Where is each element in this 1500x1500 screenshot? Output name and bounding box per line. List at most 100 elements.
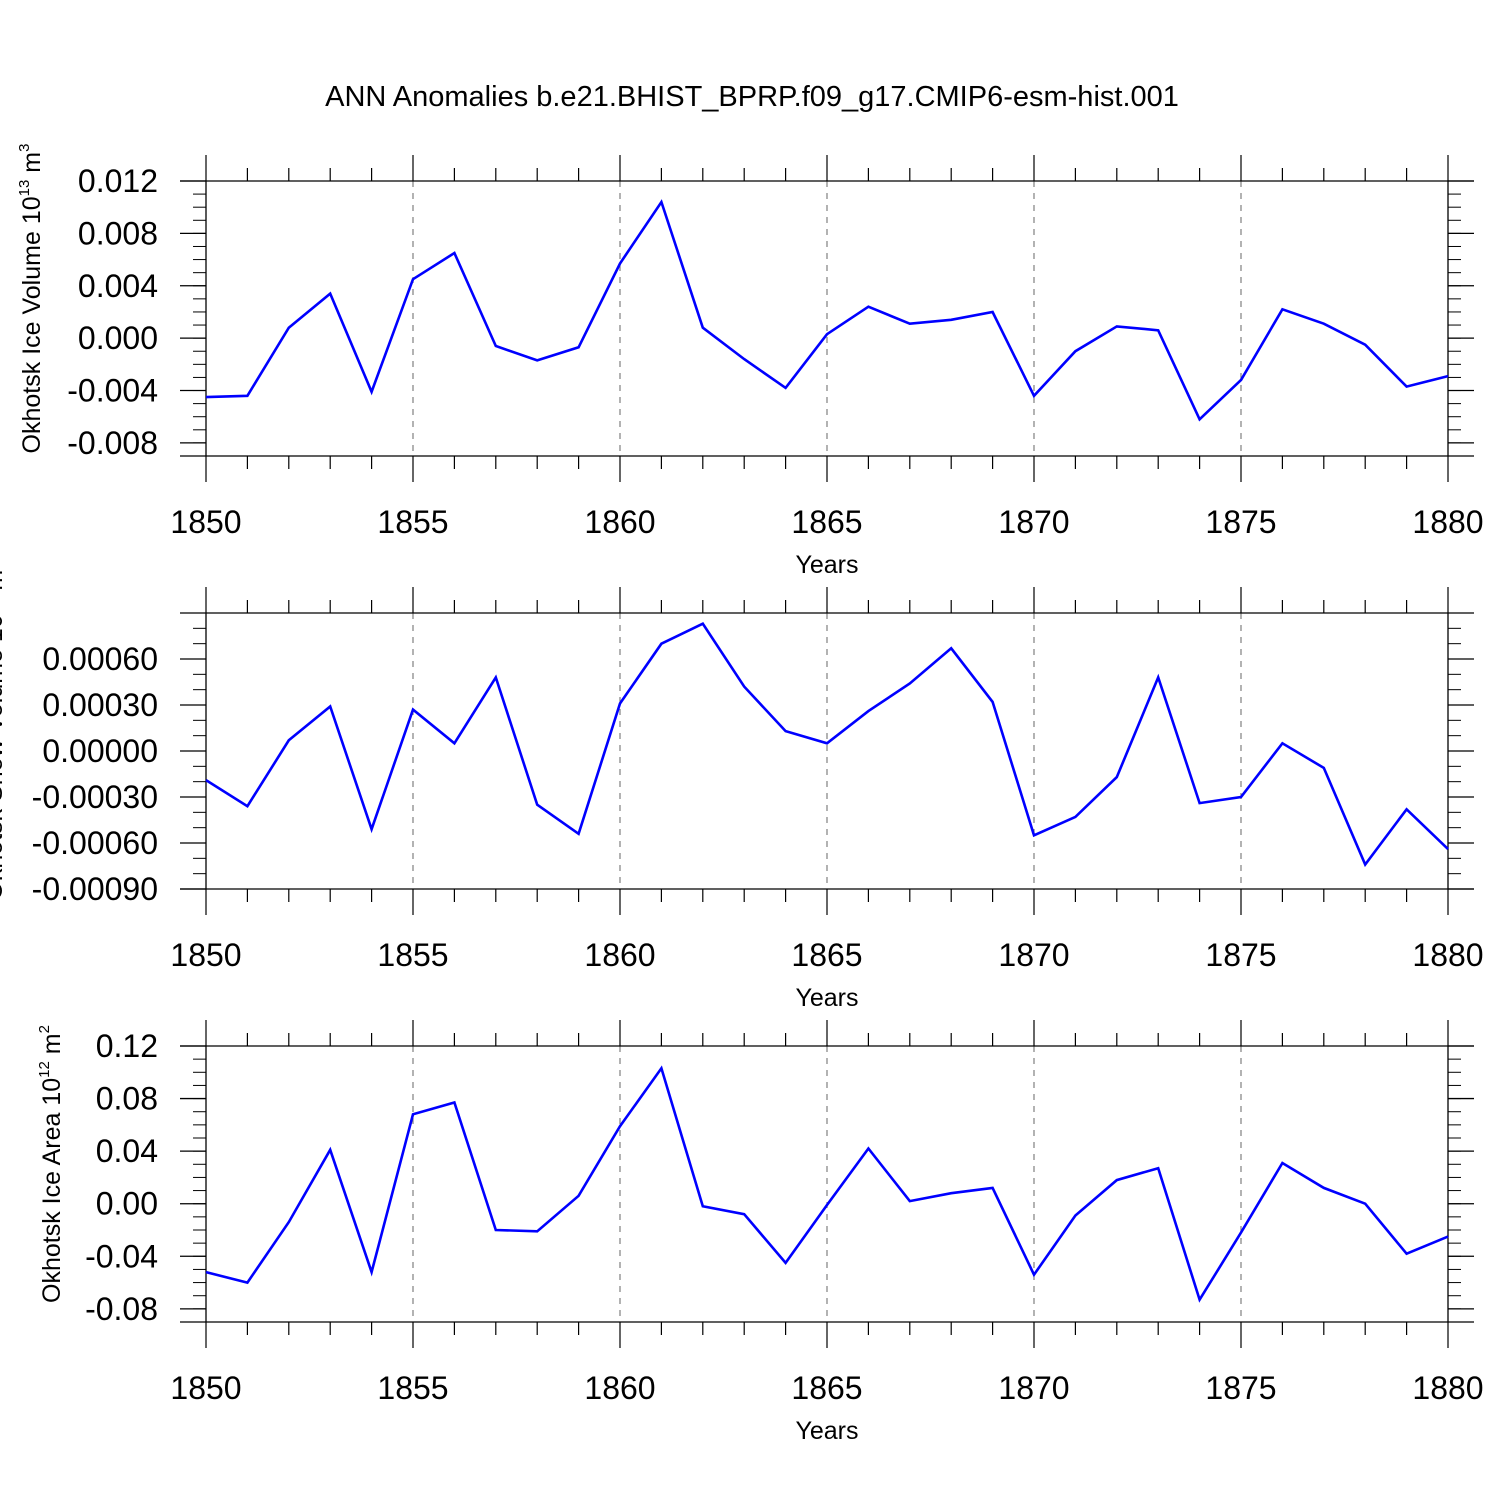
data-point (287, 1220, 291, 1224)
data-point (204, 778, 208, 782)
data-point (908, 682, 912, 686)
data-point (825, 741, 829, 745)
data-point (659, 642, 663, 646)
data-point (701, 326, 705, 330)
data-point (1363, 343, 1367, 347)
yaxis-title-unit-exp: 2 (36, 1025, 53, 1033)
yaxis-title: Okhotsk Ice Volume 1013 m3 (16, 144, 46, 454)
xtick-label: 1850 (170, 504, 241, 540)
series-line-snow-volume (205, 622, 1449, 868)
data-point (991, 700, 995, 704)
xtick-label: 1855 (377, 504, 448, 540)
data-point (1322, 766, 1326, 770)
series-line-ice-volume (205, 199, 1449, 422)
xtick-label: 1880 (1412, 504, 1483, 540)
data-point (535, 1229, 539, 1233)
ytick-label: 0.08 (96, 1081, 158, 1117)
xaxis-title: Years (795, 1417, 858, 1445)
data-point (1363, 862, 1367, 866)
data-point (328, 292, 332, 296)
data-point (245, 394, 249, 398)
chart-title: ANN Anomalies b.e21.BHIST_BPRP.f09_g17.C… (325, 81, 1179, 113)
xtick-label: 1855 (377, 1370, 448, 1406)
yaxis-title-main: Okhotsk Snow Volume 10 (0, 614, 8, 900)
xtick-label: 1860 (584, 937, 655, 973)
series-line-ice-area (205, 1065, 1449, 1303)
xtick-label: 1880 (1412, 937, 1483, 973)
xtick-label: 1875 (1205, 504, 1276, 540)
data-point (1363, 1202, 1367, 1206)
xtick-label: 1870 (998, 504, 1069, 540)
data-point (494, 1228, 498, 1232)
data-point (535, 803, 539, 807)
ytick-label: 0.00060 (42, 641, 158, 677)
panel-ice-volume: 0.012 0.008 0.004 0.000 -0.004 -0.008 1850 1855… (16, 144, 1484, 579)
data-point (866, 1147, 870, 1151)
data-point (245, 1281, 249, 1285)
ytick-label: -0.00060 (32, 825, 158, 861)
xtick-label: 1865 (791, 504, 862, 540)
data-point (866, 305, 870, 309)
data-point (1156, 1166, 1160, 1170)
ytick-label: 0.000 (78, 320, 158, 356)
data-point (1322, 322, 1326, 326)
data-point (328, 705, 332, 709)
data-point (411, 1112, 415, 1116)
data-point (949, 646, 953, 650)
xtick-label: 1850 (170, 1370, 241, 1406)
ytick-label: 0.12 (96, 1028, 158, 1064)
ytick-label: 0.008 (78, 215, 158, 251)
data-point (452, 741, 456, 745)
xtick-label: 1875 (1205, 1370, 1276, 1406)
ytick-label: -0.008 (67, 425, 158, 461)
data-point (1446, 374, 1450, 378)
yaxis-title-exp: 13 (16, 180, 33, 197)
data-point (949, 318, 953, 322)
data-point (1280, 1161, 1284, 1165)
data-point (1032, 394, 1036, 398)
data-point (1198, 801, 1202, 805)
xtick-label: 1880 (1412, 1370, 1483, 1406)
xtick-label: 1850 (170, 937, 241, 973)
ytick-label: 0.012 (78, 163, 158, 199)
data-point (411, 277, 415, 281)
data-point (370, 1270, 374, 1274)
data-point (494, 344, 498, 348)
data-point (618, 701, 622, 705)
data-point (1198, 1298, 1202, 1302)
data-point (618, 1124, 622, 1128)
data-point (659, 1066, 663, 1070)
xtick-label: 1875 (1205, 937, 1276, 973)
data-point (494, 675, 498, 679)
data-point (866, 709, 870, 713)
data-point (701, 622, 705, 626)
data-point (287, 326, 291, 330)
ytick-label: -0.00030 (32, 779, 158, 815)
ytick-label: -0.04 (85, 1238, 158, 1274)
data-point (1405, 807, 1409, 811)
xtick-label: 1865 (791, 937, 862, 973)
data-point (1280, 741, 1284, 745)
data-point (742, 357, 746, 361)
data-point (908, 322, 912, 326)
data-point (1115, 1178, 1119, 1182)
panel-snow-volume: 0.00060 0.00030 0.00000 -0.00030 -0.00060 -0.… (0, 570, 1484, 1012)
xtick-label: 1870 (998, 937, 1069, 973)
data-point (1280, 307, 1284, 311)
data-point (452, 1101, 456, 1105)
xtick-label: 1860 (584, 1370, 655, 1406)
ytick-label: 0.004 (78, 268, 158, 304)
ytick-label: -0.08 (85, 1291, 158, 1327)
data-point (784, 1261, 788, 1265)
data-point (1446, 1235, 1450, 1239)
ytick-label: 0.00000 (42, 733, 158, 769)
data-point (1073, 1214, 1077, 1218)
data-point (577, 345, 581, 349)
data-point (742, 1212, 746, 1216)
data-point (370, 390, 374, 394)
data-point (204, 395, 208, 399)
yaxis-title-unit: m (38, 1033, 66, 1061)
ytick-label: -0.004 (67, 373, 158, 409)
panel-ice-area: 0.12 0.08 0.04 0.00 -0.04 -0.08 1850 1855 1860 18… (36, 1020, 1484, 1445)
data-point (991, 310, 995, 314)
